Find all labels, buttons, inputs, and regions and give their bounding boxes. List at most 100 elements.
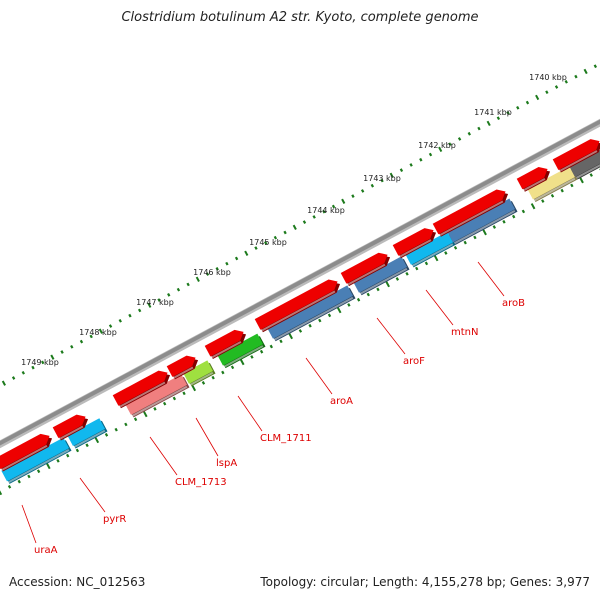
kbp-tick — [550, 193, 555, 198]
kbp-tick — [389, 172, 394, 179]
kbp-tick — [7, 484, 12, 489]
leader-line — [79, 477, 106, 513]
kbp-tick — [370, 183, 375, 188]
kbp-tick — [288, 333, 293, 340]
kbp-tick — [0, 490, 3, 496]
kbp-tick — [433, 255, 439, 262]
forward-gene-1-highlight — [1, 444, 48, 471]
kbp-tick — [356, 297, 361, 302]
gene-label[interactable]: aroA — [330, 396, 353, 407]
kbp-tick — [298, 329, 303, 333]
kbp-label: 1745 kbp — [249, 238, 287, 247]
kbp-label: 1742 kbp — [418, 141, 456, 150]
kbp-tick — [85, 443, 89, 448]
kbp-tick — [11, 376, 16, 380]
kbp-tick — [463, 240, 467, 245]
kbp-tick — [21, 370, 25, 375]
accession-text: Accession: NC_012563 — [9, 575, 146, 589]
gene-label[interactable]: lspA — [216, 458, 237, 469]
forward-gene-2 — [52, 414, 89, 441]
reverse-gene-1 — [1, 437, 72, 484]
kbp-tick — [506, 111, 510, 115]
reverse-gene-11-body — [569, 149, 600, 177]
kbp-tick — [89, 334, 93, 339]
reverse-gene-9-highlight — [454, 210, 516, 245]
kbp-tick — [473, 235, 477, 240]
reverse-gene-11 — [569, 149, 600, 180]
reverse-gene-6-body — [267, 285, 354, 339]
forward-gene-1 — [0, 433, 53, 472]
kbp-tick — [570, 183, 574, 188]
forward-gene-7 — [340, 252, 391, 287]
gene-label[interactable]: uraA — [34, 545, 58, 556]
kbp-tick — [560, 188, 564, 193]
forward-gene-2-body — [52, 414, 86, 438]
forward-gene-11 — [552, 139, 600, 173]
gene-label[interactable]: CLM_1711 — [260, 433, 312, 444]
reverse-gene-10-body — [527, 166, 576, 200]
forward-gene-8-highlight — [399, 239, 432, 258]
kbp-tick — [525, 100, 530, 105]
kbp-tick — [176, 287, 181, 292]
kbp-tick — [395, 277, 400, 281]
gene-label[interactable]: aroB — [502, 298, 525, 309]
forward-gene-5-body — [204, 329, 244, 357]
kbp-tick — [128, 313, 132, 318]
kbp-tick — [438, 146, 443, 153]
kbp-tick — [211, 375, 215, 380]
reverse-gene-5-body — [217, 333, 264, 366]
gene-label[interactable]: pyrR — [103, 514, 126, 525]
kbp-tick — [535, 94, 540, 101]
kbp-tick — [31, 365, 35, 370]
forward-strand-genes — [0, 139, 600, 472]
reverse-gene-9-body — [447, 198, 516, 243]
reverse-gene-8-highlight — [412, 243, 454, 267]
leader-line — [376, 317, 406, 355]
kbp-tick — [322, 209, 326, 214]
leader-line — [237, 395, 263, 432]
forward-gene-5 — [204, 329, 247, 359]
kbp-tick — [516, 105, 520, 110]
kbp-tick — [405, 271, 409, 276]
kbp-label: 1749 kbp — [21, 358, 59, 367]
reverse-gene-2 — [67, 418, 108, 449]
gene-label[interactable]: CLM_1713 — [175, 477, 227, 488]
gene-label[interactable]: mtnN — [451, 327, 478, 338]
reverse-gene-8-body — [405, 231, 454, 265]
kbp-tick — [36, 469, 41, 474]
kbp-tick — [244, 250, 249, 256]
forward-gene-6 — [254, 279, 341, 333]
kbp-tick — [318, 318, 322, 323]
reverse-gene-4 — [183, 360, 216, 387]
forward-gene-3-body — [112, 370, 168, 406]
forward-gene-4-body — [166, 355, 196, 377]
forward-gene-7-highlight — [347, 263, 386, 286]
kbp-tick — [336, 307, 342, 314]
kbp-tick — [482, 229, 487, 236]
forward-gene-8-body — [392, 228, 434, 256]
kbp-tick — [215, 267, 219, 271]
kbp-tick — [195, 276, 200, 282]
kbp-tick — [147, 302, 152, 308]
kbp-labels: 1740 kbp 1741 kbp 1742 kbp 1743 kbp 1744 kbp… — [21, 73, 567, 367]
leader-line — [477, 261, 505, 297]
kbp-tick — [360, 189, 365, 193]
forward-gene-7-body — [340, 252, 388, 284]
kbp-tick — [167, 293, 171, 297]
kbp-tick — [172, 396, 177, 401]
kbp-tick — [502, 219, 506, 224]
kbp-label: 1741 kbp — [474, 108, 512, 117]
gene-label[interactable]: aroF — [403, 356, 425, 367]
inner-kbp-ticks — [0, 168, 600, 496]
reverse-gene-6 — [267, 285, 356, 342]
kbp-tick — [467, 131, 471, 136]
kbp-tick — [366, 292, 370, 297]
kbp-tick — [541, 199, 545, 203]
kbp-tick — [94, 436, 100, 444]
reverse-gene-1-highlight — [8, 449, 70, 484]
kbp-tick — [589, 173, 593, 177]
kbp-tick — [269, 344, 273, 349]
kbp-tick — [380, 178, 384, 183]
kbp-tick — [448, 142, 452, 147]
